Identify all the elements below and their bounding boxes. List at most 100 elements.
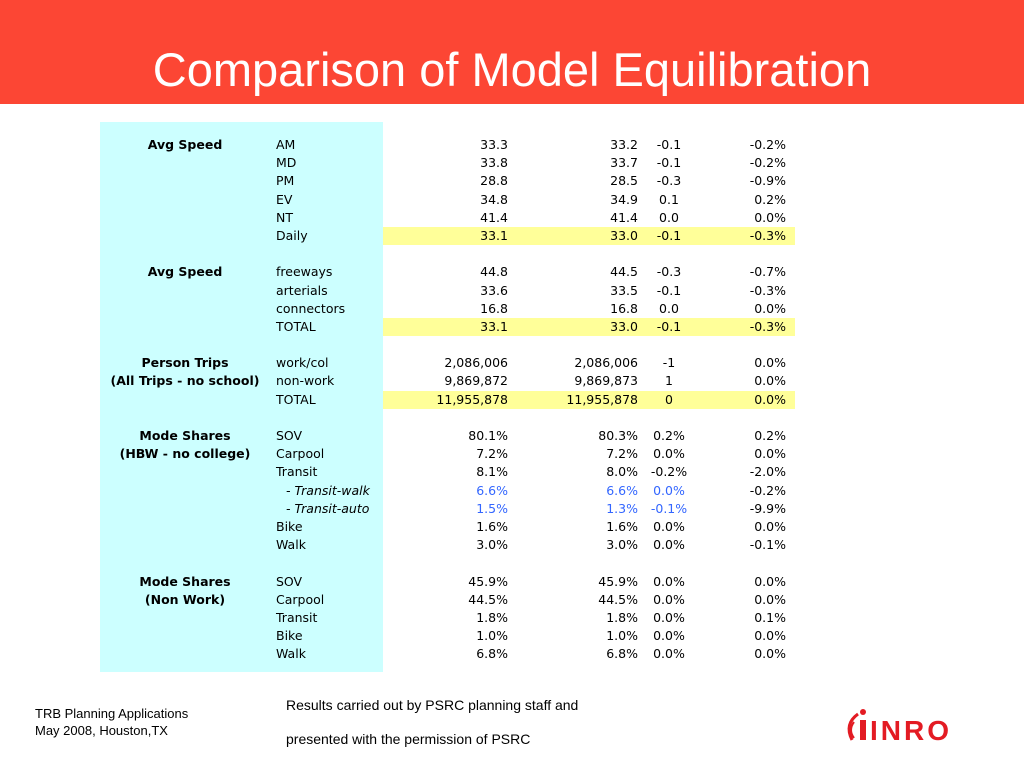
value-2: 28.5 bbox=[610, 173, 638, 189]
table-row: NT 41.4 41.4 0.0 0.0% bbox=[100, 209, 795, 227]
value-2: 33.0 bbox=[610, 318, 638, 334]
table-row: Bike 1.6% 1.6% 0.0% 0.0% bbox=[100, 518, 795, 536]
value-2: 1.3% bbox=[606, 500, 638, 516]
value-1: 44.5% bbox=[468, 591, 508, 607]
difference: -0.1% bbox=[650, 500, 688, 516]
value-2: 45.9% bbox=[598, 573, 638, 589]
percent-difference: 0.0% bbox=[754, 646, 786, 662]
group-label: Mode Shares bbox=[139, 573, 231, 589]
percent-difference: 0.0% bbox=[754, 209, 786, 225]
value-2: 11,955,878 bbox=[566, 391, 638, 407]
difference: 0.0% bbox=[653, 646, 685, 662]
spacer-row bbox=[100, 409, 795, 427]
table-row: PM 28.8 28.5 -0.3 -0.9% bbox=[100, 172, 795, 190]
row-label: Bike bbox=[276, 628, 303, 644]
percent-difference: -9.9% bbox=[749, 500, 786, 516]
table-row: Transit 8.1% 8.0% -0.2% -2.0% bbox=[100, 463, 795, 481]
value-2: 1.6% bbox=[606, 518, 638, 534]
value-2: 8.0% bbox=[606, 464, 638, 480]
difference: 1 bbox=[665, 373, 673, 389]
value-2: 6.6% bbox=[606, 482, 638, 498]
difference: 0.0% bbox=[653, 628, 685, 644]
table-row: (All Trips - no school) non-work 9,869,872… bbox=[100, 372, 795, 390]
difference: 0.0% bbox=[653, 537, 685, 553]
table-row: TOTAL 33.1 33.0 -0.1 -0.3% bbox=[100, 317, 795, 337]
value-2: 34.9 bbox=[610, 191, 638, 207]
value-1: 8.1% bbox=[476, 464, 508, 480]
percent-difference: -0.7% bbox=[749, 264, 786, 280]
value-2: 9,869,873 bbox=[574, 373, 638, 389]
inro-logo: INRO bbox=[840, 700, 1000, 750]
group-label: (HBW - no college) bbox=[119, 446, 251, 462]
row-label: arterials bbox=[276, 282, 328, 298]
value-2: 16.8 bbox=[610, 300, 638, 316]
row-label: Walk bbox=[276, 537, 306, 553]
group-label: Avg Speed bbox=[147, 264, 223, 280]
row-label: - Transit-walk bbox=[286, 482, 370, 498]
value-1: 80.1% bbox=[468, 428, 508, 443]
percent-difference: -0.3% bbox=[749, 227, 786, 243]
percent-difference: -2.0% bbox=[749, 464, 786, 480]
group-label: Person Trips bbox=[141, 355, 229, 371]
table-row: Transit 1.8% 1.8% 0.0% 0.1% bbox=[100, 609, 795, 627]
table-row: Daily 33.1 33.0 -0.1 -0.3% bbox=[100, 226, 795, 246]
difference: -0.3 bbox=[656, 173, 682, 189]
table-row: - Transit-walk 6.6% 6.6% 0.0% -0.2% bbox=[100, 482, 795, 500]
group-label: (All Trips - no school) bbox=[110, 373, 260, 389]
group-label: (Non Work) bbox=[144, 591, 226, 607]
value-2: 6.8% bbox=[606, 646, 638, 662]
value-1: 41.4 bbox=[480, 209, 508, 225]
row-label: SOV bbox=[276, 573, 303, 589]
difference: -0.1 bbox=[656, 282, 682, 298]
footer-credit-line-1: Results carried out by PSRC planning sta… bbox=[286, 697, 579, 713]
value-2: 44.5 bbox=[610, 264, 638, 280]
table-row: EV 34.8 34.9 0.1 0.2% bbox=[100, 191, 795, 209]
percent-difference: 0.0% bbox=[754, 391, 786, 407]
row-label: TOTAL bbox=[276, 318, 316, 334]
value-1: 1.8% bbox=[476, 609, 508, 625]
table-row: Bike 1.0% 1.0% 0.0% 0.0% bbox=[100, 627, 795, 645]
value-2: 44.5% bbox=[598, 591, 638, 607]
row-label: Daily bbox=[276, 227, 308, 243]
difference: 0.2% bbox=[653, 428, 685, 443]
comparison-table: Avg Speed AM 33.3 33.2 -0.1 -0.2% MD 33.8 33.7 -0… bbox=[100, 136, 795, 663]
difference: 0.0% bbox=[653, 591, 685, 607]
difference: 0.0 bbox=[659, 209, 679, 225]
table-row: Person Trips work/col 2,086,006 2,086,006 -1… bbox=[100, 354, 795, 372]
table-row: TOTAL 11,955,878 11,955,878 0 0.0% bbox=[100, 390, 795, 409]
row-label: MD bbox=[276, 155, 297, 171]
table-row: Mode Shares SOV 45.9% 45.9% 0.0% 0.0% bbox=[100, 573, 795, 591]
percent-difference: -0.1% bbox=[749, 537, 786, 553]
difference: 0 bbox=[665, 391, 673, 407]
logo-text: INRO bbox=[870, 715, 952, 746]
value-2: 2,086,006 bbox=[574, 355, 638, 371]
table-row: (Non Work) Carpool 44.5% 44.5% 0.0% 0.0% bbox=[100, 591, 795, 609]
value-2: 3.0% bbox=[606, 537, 638, 553]
table-row: Walk 3.0% 3.0% 0.0% -0.1% bbox=[100, 536, 795, 554]
footer-event-info: TRB Planning Applications May 2008, Hous… bbox=[35, 705, 188, 739]
difference: 0.1 bbox=[659, 191, 679, 207]
value-1: 1.6% bbox=[476, 518, 508, 534]
row-label: PM bbox=[276, 173, 295, 189]
row-label: NT bbox=[276, 209, 293, 225]
value-1: 3.0% bbox=[476, 537, 508, 553]
value-2: 1.8% bbox=[606, 609, 638, 625]
row-label: Transit bbox=[276, 609, 318, 625]
value-1: 44.8 bbox=[480, 264, 508, 280]
percent-difference: -0.2% bbox=[749, 155, 786, 171]
label-column-background bbox=[100, 122, 383, 672]
table-row: Avg Speed freeways 44.8 44.5 -0.3 -0.7% bbox=[100, 263, 795, 281]
row-highlight bbox=[383, 317, 795, 337]
value-1: 33.1 bbox=[480, 227, 508, 243]
inro-logo-icon: INRO bbox=[847, 709, 952, 746]
row-highlight bbox=[383, 390, 795, 409]
table-row: connectors 16.8 16.8 0.0 0.0% bbox=[100, 300, 795, 318]
percent-difference: 0.0% bbox=[754, 355, 786, 371]
table-row: - Transit-auto 1.5% 1.3% -0.1% -9.9% bbox=[100, 500, 795, 518]
value-2: 80.3% bbox=[598, 428, 638, 443]
percent-difference: 0.0% bbox=[754, 628, 786, 644]
difference: -0.1 bbox=[656, 227, 682, 243]
spacer-row bbox=[100, 554, 795, 572]
percent-difference: 0.0% bbox=[754, 446, 786, 462]
percent-difference: 0.2% bbox=[754, 191, 786, 207]
